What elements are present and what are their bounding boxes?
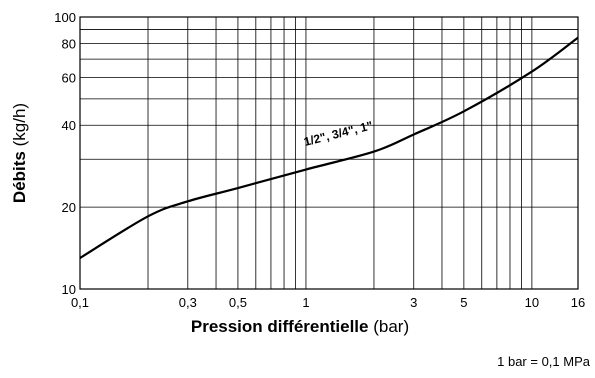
y-label-unit: (kg/h) [10,103,29,146]
note: 1 bar = 0,1 MPa [497,354,591,369]
x-tick-label: 0,1 [71,295,89,310]
y-label-bold: Débits [10,151,29,203]
x-label-bold: Pression différentielle [191,317,369,336]
y-tick-label: 100 [54,10,76,25]
y-tick-label: 60 [62,70,76,85]
x-tick-label: 0,5 [229,295,247,310]
y-tick-label: 20 [62,200,76,215]
x-tick-label: 16 [571,295,585,310]
x-tick-label: 10 [525,295,539,310]
y-tick-label: 80 [62,36,76,51]
plot-frame [79,16,579,290]
y-axis-label: Débits (kg/h) [10,103,29,203]
x-tick-label: 5 [460,295,467,310]
y-tick-label: 40 [62,118,76,133]
curve-label: 1/2", 3/4", 1" [302,118,374,149]
y-tick-label: 10 [62,282,76,297]
x-label-unit: (bar) [373,317,409,336]
x-tick-label: 0,3 [179,295,197,310]
curve [79,36,579,259]
x-tick-label: 3 [410,295,417,310]
x-axis-label: Pression différentielle (bar) [191,317,409,336]
x-tick-label: 1 [302,295,309,310]
